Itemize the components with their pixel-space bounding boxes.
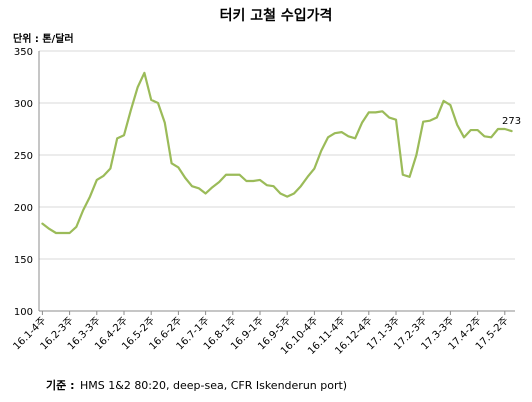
y-tick-label: 150 xyxy=(14,255,33,266)
y-tick-label: 250 xyxy=(14,151,33,162)
y-tick-label: 100 xyxy=(14,307,33,318)
data-labels: 273 xyxy=(502,116,521,127)
chart-title: 터키 고철 수입가격 xyxy=(220,7,333,24)
data-label: 273 xyxy=(502,116,521,127)
y-tick-label: 350 xyxy=(14,47,33,58)
source-text: HMS 1&2 80:20, deep-sea, CFR Iskenderun … xyxy=(80,379,347,392)
y-axis-tick-labels: 100 150 200 250 300 350 xyxy=(14,47,33,318)
series-line xyxy=(41,71,513,235)
unit-label: 단위 : 톤/달러 xyxy=(13,32,74,45)
gridlines xyxy=(39,50,515,260)
x-axis-tick-labels: 16.1-4주16.2-3주16.3-3주16.4-2주16.5-2주16.6-… xyxy=(11,315,510,357)
source-label: 기준 : xyxy=(46,378,74,392)
axes xyxy=(38,51,515,315)
y-tick-label: 200 xyxy=(14,203,33,214)
y-tick-label: 300 xyxy=(14,99,33,110)
series-layer xyxy=(41,71,513,235)
